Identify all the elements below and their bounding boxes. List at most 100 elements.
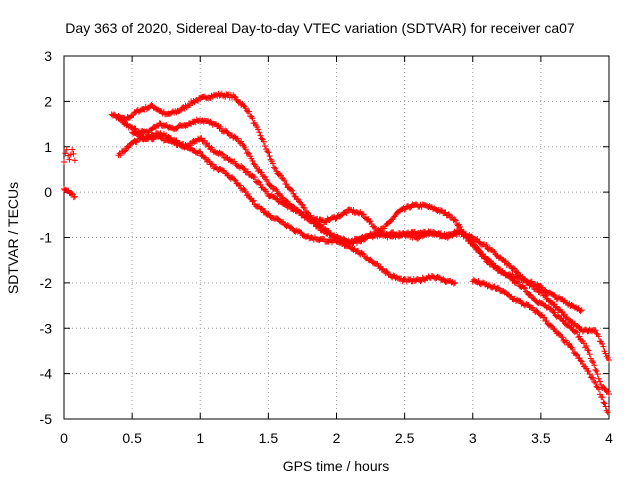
data-point (185, 102, 192, 109)
data-point (477, 249, 484, 256)
data-point (249, 157, 256, 164)
series-track-3 (129, 129, 612, 364)
data-point (67, 151, 74, 158)
data-point (69, 146, 76, 153)
data-point (267, 182, 274, 189)
data-point (250, 197, 257, 204)
data-point (491, 262, 498, 269)
data-point (606, 357, 612, 364)
series-track-1 (108, 90, 612, 398)
data-point (269, 160, 276, 167)
data-point (316, 223, 323, 230)
data-point (261, 142, 268, 149)
data-point (234, 135, 241, 142)
data-point (407, 204, 414, 211)
data-point (261, 208, 268, 215)
data-point (244, 168, 251, 175)
data-point (355, 247, 362, 254)
data-point (595, 333, 602, 340)
data-point (520, 284, 527, 291)
x-tick-label: 4 (605, 430, 613, 446)
data-point (273, 186, 280, 193)
data-point (509, 271, 516, 278)
data-point (445, 211, 452, 218)
data-point (70, 150, 77, 157)
data-point (590, 374, 597, 381)
data-point (296, 198, 303, 205)
data-point (257, 181, 264, 188)
data-point (591, 362, 598, 369)
data-point (367, 218, 374, 225)
data-point (548, 322, 555, 329)
data-point (586, 371, 593, 378)
data-point (590, 359, 597, 366)
data-point (257, 132, 264, 139)
data-point (451, 216, 458, 223)
data-point (529, 283, 536, 290)
data-point (592, 327, 599, 334)
x-tick-label: 3.5 (531, 430, 551, 446)
data-point (238, 138, 245, 145)
data-point (586, 351, 593, 358)
data-point (576, 354, 583, 361)
data-point (592, 379, 599, 386)
data-point (283, 181, 290, 188)
x-tick-label: 1.5 (259, 430, 279, 446)
data-point (201, 154, 208, 161)
data-point (70, 194, 77, 201)
data-point (497, 254, 503, 261)
x-tick-label: 1 (196, 430, 204, 446)
data-point (280, 175, 287, 182)
data-point (577, 357, 584, 364)
y-tick-labels: -5 -4 -3 -2 -1 0 1 2 3 (40, 48, 53, 427)
data-point (288, 186, 295, 193)
data-point (310, 219, 317, 226)
data-point (600, 399, 607, 406)
data-point (370, 223, 377, 230)
data-point (246, 108, 253, 115)
data-point (602, 403, 609, 410)
x-tick-labels: 0 0.5 1 1.5 2 2.5 3 3.5 4 (60, 430, 613, 446)
data-point (71, 193, 78, 200)
data-point (553, 303, 560, 310)
data-point (468, 233, 475, 240)
data-point (543, 318, 550, 325)
data-point (524, 279, 531, 286)
data-point (218, 150, 225, 157)
data-point (595, 375, 602, 382)
data-point (594, 371, 601, 378)
data-point (593, 367, 600, 374)
data-point (599, 394, 606, 401)
y-tick-label: 1 (44, 139, 52, 155)
data-point (266, 153, 273, 160)
data-point (258, 135, 265, 142)
data-point (264, 178, 271, 185)
x-axis-label: GPS time / hours (283, 458, 390, 474)
data-point (482, 255, 489, 262)
data-point (291, 193, 298, 200)
y-tick-label: -1 (40, 230, 53, 246)
data-point (343, 210, 350, 217)
data-point (285, 202, 292, 209)
data-point (110, 111, 117, 118)
x-tick-label: 0 (60, 430, 68, 446)
data-point (280, 218, 287, 225)
data-points (61, 90, 612, 416)
data-point (470, 243, 477, 250)
y-axis-label: SDTVAR / TECUs (5, 182, 21, 294)
data-point (583, 342, 590, 349)
data-point (133, 139, 140, 146)
y-tick-label: -4 (40, 366, 53, 382)
data-point (68, 190, 75, 197)
y-tick-label: 2 (44, 93, 52, 109)
data-point (217, 124, 224, 131)
data-point (528, 281, 535, 288)
data-point (322, 227, 329, 234)
data-point (63, 146, 70, 153)
data-point (208, 160, 215, 167)
x-tick-label: 2.5 (395, 430, 415, 446)
data-point (260, 138, 267, 145)
data-point (602, 350, 609, 357)
data-point (289, 187, 296, 194)
data-point (296, 208, 303, 215)
